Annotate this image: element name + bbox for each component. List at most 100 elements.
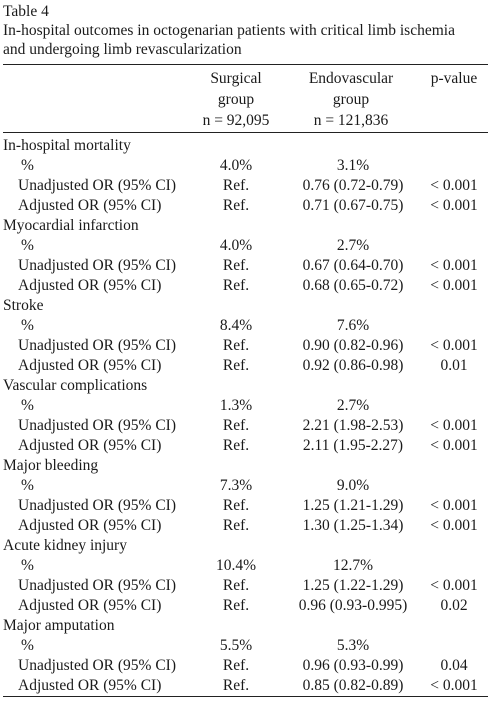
p-value: < 0.001 xyxy=(430,577,478,594)
p-value: < 0.001 xyxy=(430,197,478,214)
header-surgical-line-3: n = 92,095 xyxy=(202,112,270,129)
surgical-value: Ref. xyxy=(222,517,250,534)
group-title: Myocardial infarction xyxy=(3,217,139,234)
endovascular-value: 12.7% xyxy=(332,557,374,574)
table-row: Unadjusted OR (95% CI) Ref. 0.76 (0.72-0.7… xyxy=(3,176,488,196)
table-row: Unadjusted OR (95% CI) Ref. 1.25 (1.22-1.2… xyxy=(3,576,488,596)
table-row: Adjusted OR (95% CI) Ref. 1.30 (1.25-1.34)… xyxy=(3,516,488,536)
surgical-value: Ref. xyxy=(222,197,250,214)
table-row: Adjusted OR (95% CI) Ref. 0.85 (0.82-0.89)… xyxy=(3,676,488,696)
row-label: % xyxy=(21,637,34,654)
row-label: Adjusted OR (95% CI) xyxy=(18,197,162,214)
surgical-value: Ref. xyxy=(222,657,250,674)
group-heading: Major amputation xyxy=(3,616,488,636)
p-value: 0.04 xyxy=(440,657,468,674)
group-title: Major amputation xyxy=(3,617,115,634)
endovascular-value: 1.25 (1.22-1.29) xyxy=(302,577,404,594)
endovascular-value: 3.1% xyxy=(336,157,370,174)
table-title-line-2: and undergoing limb revascularization xyxy=(3,41,242,58)
p-value: < 0.001 xyxy=(430,417,478,434)
group-title: Acute kidney injury xyxy=(3,537,127,554)
header-p-value: p-value xyxy=(420,68,488,89)
table-row: Unadjusted OR (95% CI) Ref. 1.25 (1.21-1.2… xyxy=(3,496,488,516)
endovascular-value: 2.11 (1.95-2.27) xyxy=(302,437,404,454)
table-row: Adjusted OR (95% CI) Ref. 0.68 (0.65-0.72)… xyxy=(3,276,488,296)
surgical-value: Ref. xyxy=(222,437,250,454)
endovascular-value: 0.68 (0.65-0.72) xyxy=(302,277,404,294)
p-value: 0.01 xyxy=(440,357,468,374)
surgical-value: Ref. xyxy=(222,337,250,354)
table-row: Adjusted OR (95% CI) Ref. 0.92 (0.86-0.98)… xyxy=(3,356,488,376)
table-row: % 1.3% 2.7% xyxy=(3,396,488,416)
row-label: % xyxy=(21,477,34,494)
row-label: Adjusted OR (95% CI) xyxy=(18,437,162,454)
endovascular-value: 0.90 (0.82-0.96) xyxy=(302,337,404,354)
table-row: % 10.4% 12.7% xyxy=(3,556,488,576)
surgical-value: Ref. xyxy=(222,577,250,594)
table-body: In-hospital mortality% 4.0% 3.1% Unadjusted… xyxy=(3,136,488,696)
p-value: < 0.001 xyxy=(430,517,478,534)
header-endovascular-line-1: Endovascular xyxy=(308,70,394,87)
endovascular-value: 2.7% xyxy=(336,397,370,414)
table-row: Adjusted OR (95% CI) Ref. 0.71 (0.67-0.75)… xyxy=(3,196,488,216)
group-heading: Acute kidney injury xyxy=(3,536,488,556)
p-value: < 0.001 xyxy=(430,277,478,294)
p-value: 0.02 xyxy=(440,597,468,614)
surgical-value: 10.4% xyxy=(215,557,257,574)
surgical-value: Ref. xyxy=(222,497,250,514)
surgical-value: Ref. xyxy=(222,677,250,694)
table-row: % 4.0% 3.1% xyxy=(3,156,488,176)
endovascular-value: 5.3% xyxy=(336,637,370,654)
surgical-value: 7.3% xyxy=(219,477,253,494)
row-label: Unadjusted OR (95% CI) xyxy=(18,577,176,594)
endovascular-value: 1.30 (1.25-1.34) xyxy=(302,517,404,534)
surgical-value: 5.5% xyxy=(219,637,253,654)
row-label: Unadjusted OR (95% CI) xyxy=(18,177,176,194)
endovascular-value: 0.71 (0.67-0.75) xyxy=(302,197,404,214)
row-label: Unadjusted OR (95% CI) xyxy=(18,257,176,274)
group-heading: Myocardial infarction xyxy=(3,216,488,236)
endovascular-value: 2.21 (1.98-2.53) xyxy=(302,417,404,434)
surgical-value: Ref. xyxy=(222,417,250,434)
endovascular-value: 7.6% xyxy=(336,317,370,334)
p-value: < 0.001 xyxy=(430,177,478,194)
row-label: Unadjusted OR (95% CI) xyxy=(18,337,176,354)
header-surgical: Surgical group n = 92,095 xyxy=(200,68,272,131)
endovascular-value: 9.0% xyxy=(336,477,370,494)
row-label: % xyxy=(21,317,34,334)
header-p-value-label: p-value xyxy=(430,70,478,87)
endovascular-value: 0.96 (0.93-0.995) xyxy=(298,597,408,614)
endovascular-value: 1.25 (1.21-1.29) xyxy=(302,497,404,514)
p-value: < 0.001 xyxy=(430,437,478,454)
row-label: Unadjusted OR (95% CI) xyxy=(18,417,176,434)
surgical-value: 4.0% xyxy=(219,157,253,174)
table-row: % 8.4% 7.6% xyxy=(3,316,488,336)
row-label: % xyxy=(21,237,34,254)
endovascular-value: 0.85 (0.82-0.89) xyxy=(302,677,404,694)
header-endovascular-line-2: group xyxy=(332,91,370,108)
surgical-value: Ref. xyxy=(222,597,250,614)
surgical-value: Ref. xyxy=(222,357,250,374)
row-label: Adjusted OR (95% CI) xyxy=(18,357,162,374)
table-row: Unadjusted OR (95% CI) Ref. 0.96 (0.93-0.9… xyxy=(3,656,488,676)
group-title: Vascular complications xyxy=(3,377,148,394)
endovascular-value: 0.96 (0.93-0.99) xyxy=(302,657,404,674)
endovascular-value: 0.67 (0.64-0.70) xyxy=(302,257,404,274)
surgical-value: Ref. xyxy=(222,177,250,194)
p-value: < 0.001 xyxy=(430,497,478,514)
header-rule xyxy=(3,132,488,133)
surgical-value: 8.4% xyxy=(219,317,253,334)
table-number: Table 4 xyxy=(3,3,49,20)
group-heading: Major bleeding xyxy=(3,456,488,476)
table-row: % 7.3% 9.0% xyxy=(3,476,488,496)
row-label: % xyxy=(21,397,34,414)
table-row: Unadjusted OR (95% CI) Ref. 0.90 (0.82-0.9… xyxy=(3,336,488,356)
endovascular-value: 2.7% xyxy=(336,237,370,254)
row-label: Unadjusted OR (95% CI) xyxy=(18,497,176,514)
row-label: % xyxy=(21,557,34,574)
row-label: Adjusted OR (95% CI) xyxy=(18,277,162,294)
row-label: Adjusted OR (95% CI) xyxy=(18,677,162,694)
p-value: < 0.001 xyxy=(430,337,478,354)
table-row: % 4.0% 2.7% xyxy=(3,236,488,256)
